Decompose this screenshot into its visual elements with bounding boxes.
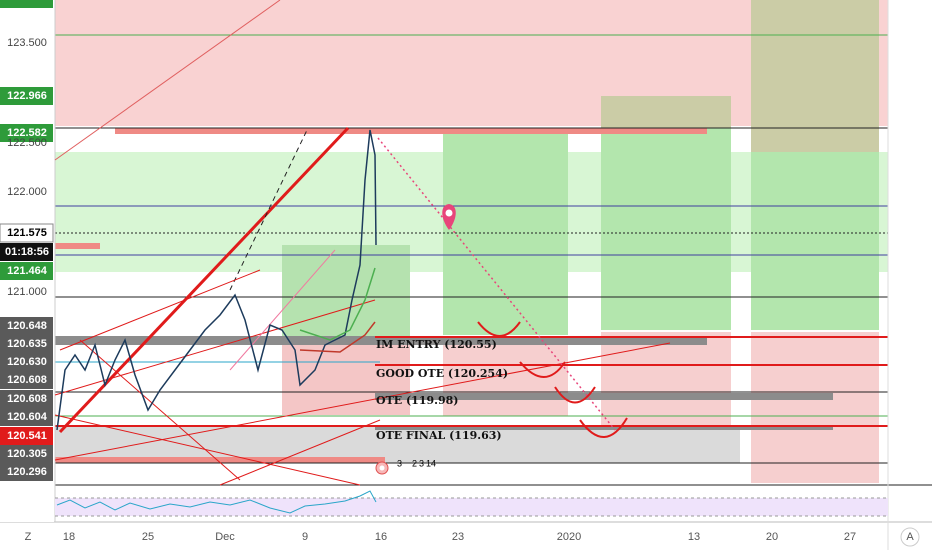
price-label: 120.608 xyxy=(7,374,47,386)
price-label: 120.604 xyxy=(7,411,48,423)
price-label: 123.500 xyxy=(7,37,47,49)
price-label: 120.635 xyxy=(7,338,47,350)
price-badge xyxy=(0,390,53,408)
rsi-pane xyxy=(55,490,888,517)
event-badge[interactable]: 2 xyxy=(412,458,417,468)
price-badge xyxy=(0,124,53,142)
price-badge xyxy=(0,463,53,481)
time-label: 18 xyxy=(63,531,75,543)
drawings xyxy=(54,0,671,486)
time-label: 20 xyxy=(766,531,778,543)
time-label: 2020 xyxy=(557,531,581,543)
time-axis: 18 25 Dec 9 16 23 2020 13 20 27 Z A xyxy=(25,527,920,547)
price-badge xyxy=(0,408,53,426)
price-label: 01:18:56 xyxy=(5,246,49,258)
price-label: 120.608 xyxy=(7,393,47,405)
time-label: 27 xyxy=(844,531,856,543)
price-label: 122.500 xyxy=(7,137,47,149)
price-badge xyxy=(0,371,53,389)
annotation: IM ENTRY (120.55) xyxy=(376,338,497,351)
price-label: 120.648 xyxy=(7,320,47,332)
price-label: 121.575 xyxy=(7,227,47,239)
price-label: 120.296 xyxy=(7,466,47,478)
chart-zones xyxy=(55,0,888,483)
price-label: 120.541 xyxy=(7,430,47,442)
annotations: IM ENTRY (120.55) GOOD OTE (120.254) OTE… xyxy=(376,338,508,442)
price-badge xyxy=(0,353,53,371)
event-badges[interactable]: 3 2 3 14 xyxy=(375,458,436,475)
price-label: 121.464 xyxy=(7,265,48,277)
price-badge xyxy=(0,243,53,261)
price-badge xyxy=(0,87,53,105)
annotation: GOOD OTE (120.254) xyxy=(376,367,508,380)
time-label: 16 xyxy=(375,531,387,543)
time-label: 9 xyxy=(302,531,308,543)
price-label: 122.582 xyxy=(7,127,47,139)
price-label: 122.000 xyxy=(7,186,47,198)
price-badge xyxy=(0,427,53,445)
time-label: 23 xyxy=(452,531,464,543)
time-label: Dec xyxy=(215,531,235,543)
annotation: OTE (119.98) xyxy=(376,394,459,407)
price-badge xyxy=(0,317,53,335)
event-badge[interactable]: 14 xyxy=(426,458,436,468)
annotation: OTE FINAL (119.63) xyxy=(376,429,502,442)
price-label: 120.630 xyxy=(7,356,47,368)
time-label: 13 xyxy=(688,531,700,543)
corner-button[interactable]: Z xyxy=(25,531,32,543)
event-badge[interactable]: 3 xyxy=(419,458,424,468)
price-label: 122.966 xyxy=(7,90,47,102)
price-badge xyxy=(0,223,54,243)
price-badge xyxy=(0,0,53,8)
price-label: 120.305 xyxy=(7,448,47,460)
corner-button[interactable]: A xyxy=(906,531,914,543)
time-label: 25 xyxy=(142,531,154,543)
price-badge xyxy=(0,262,53,280)
price-badge xyxy=(0,445,53,463)
corner-button-ring[interactable] xyxy=(900,527,920,547)
event-badge[interactable]: 3 xyxy=(397,458,402,468)
price-label: 121.000 xyxy=(7,286,47,298)
price-badge xyxy=(0,335,53,353)
